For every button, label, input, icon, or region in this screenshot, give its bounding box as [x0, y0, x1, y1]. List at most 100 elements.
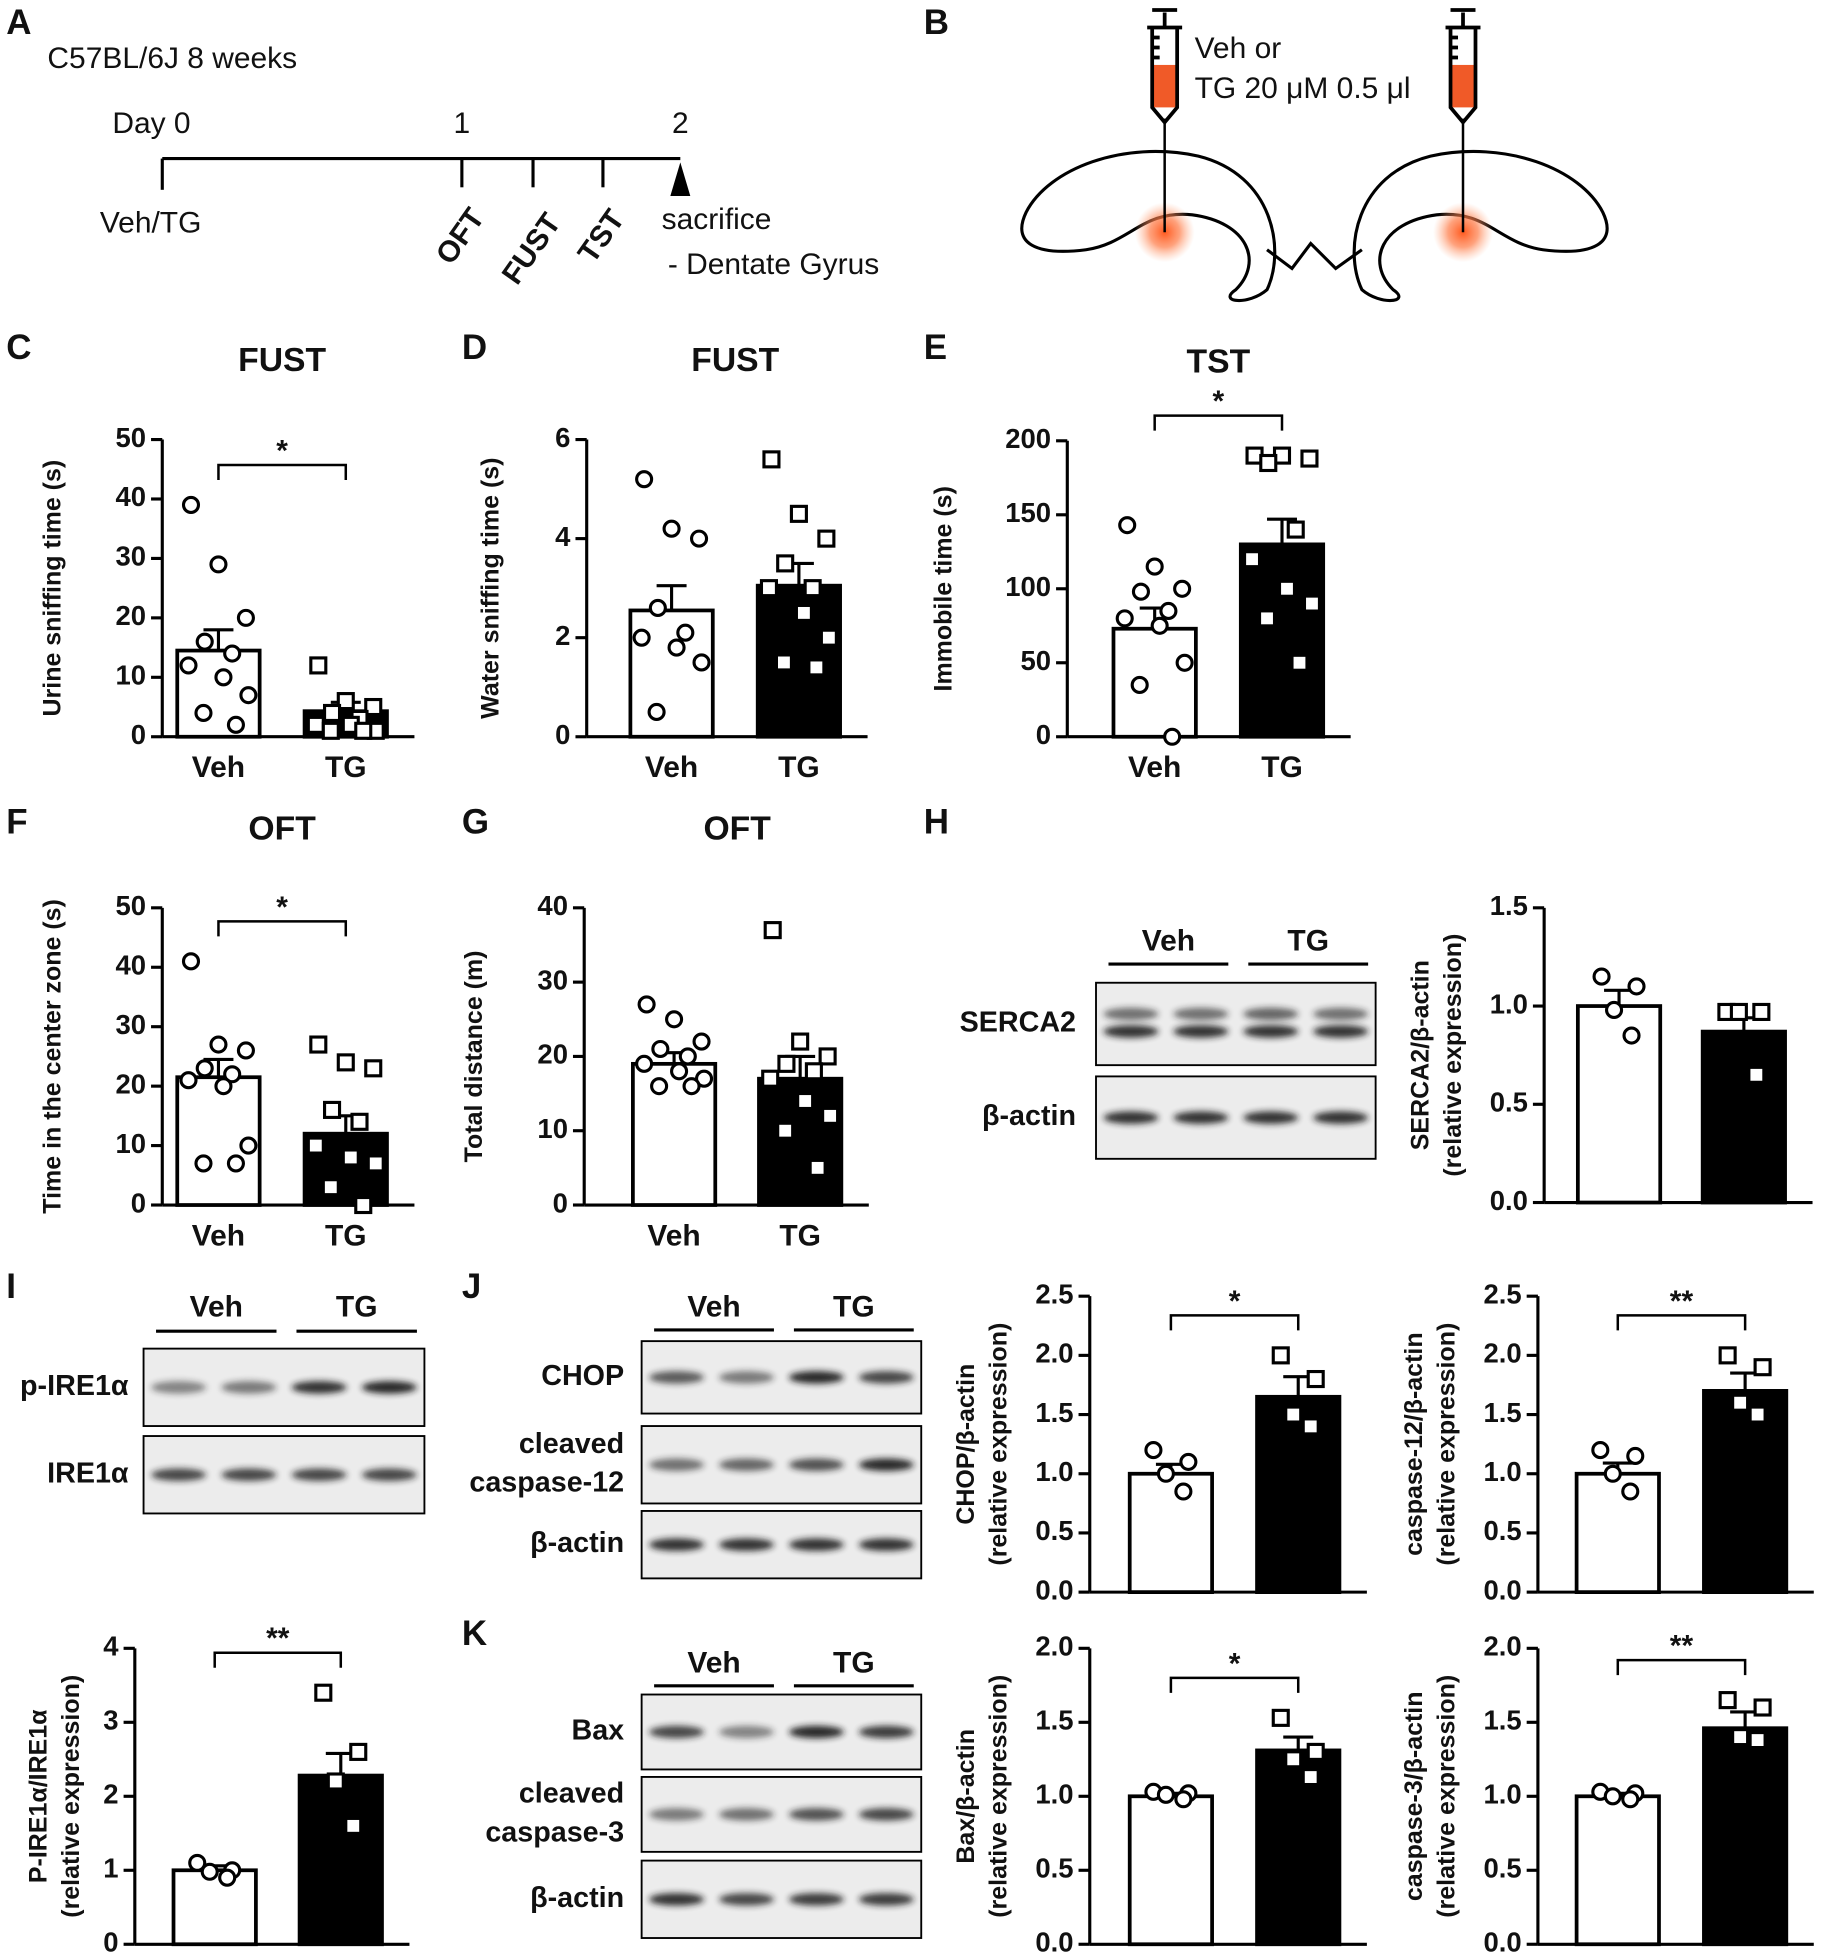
injection-text: TG 20 μM 0.5 μl: [1195, 72, 1411, 105]
error-bar: [1267, 517, 1297, 545]
significance-label: **: [266, 1622, 290, 1655]
band: [649, 1725, 705, 1739]
y-tick-label: 4: [555, 521, 571, 552]
y-tick-label: 2.5: [1484, 1278, 1522, 1309]
error-bar: [203, 1057, 234, 1078]
bar: [1127, 1471, 1214, 1594]
y-tick-label: 30: [116, 1009, 147, 1040]
data-point: [306, 1136, 325, 1155]
data-point: [678, 1047, 697, 1066]
band: [858, 1458, 914, 1471]
group-label: Veh: [1142, 925, 1195, 958]
data-point: [761, 1069, 780, 1088]
y-tick-label: 20: [116, 1068, 147, 1099]
y-tick-label: 1.0: [1490, 988, 1528, 1019]
y-tick-label: 50: [116, 890, 147, 921]
significance-bracket: [217, 463, 348, 480]
band: [151, 1381, 207, 1394]
data-point: [796, 1091, 815, 1111]
y-tick-label: 2: [103, 1779, 118, 1810]
row-label: cleaved: [519, 1428, 624, 1460]
y-tick-label: 0: [555, 719, 570, 750]
y-axis-label: CHOP/β-actin: [952, 1364, 980, 1525]
band: [649, 1538, 705, 1551]
band: [151, 1468, 207, 1481]
data-point: [689, 529, 709, 548]
y-axis-label: Total distance (m): [460, 951, 488, 1163]
y-tick-label: 0: [131, 1187, 146, 1218]
significance-label: **: [1670, 1630, 1694, 1663]
data-point: [1752, 1002, 1771, 1022]
data-point: [209, 1035, 228, 1054]
data-point: [179, 656, 198, 675]
data-point: [236, 1041, 255, 1060]
syringe-fluid: [1450, 64, 1476, 108]
data-point: [1627, 977, 1646, 996]
band: [291, 1468, 347, 1481]
data-point: [223, 1065, 242, 1084]
band: [1103, 1007, 1159, 1021]
y-tick-label: 0.0: [1035, 1574, 1073, 1605]
data-point: [1603, 1464, 1622, 1483]
data-point: [632, 628, 651, 647]
y-axis-label: SERCA2/β-actin: [1406, 960, 1434, 1150]
x-tick-label: Veh: [647, 1219, 700, 1252]
data-point: [676, 623, 695, 642]
data-point: [1301, 1768, 1320, 1787]
endpoint: sacrifice: [662, 203, 772, 236]
y-axis-label: Urine sniffing time (s): [38, 460, 66, 717]
data-point: [803, 579, 822, 598]
y-axis-label: caspase-12/β-actin: [1400, 1332, 1428, 1555]
y-tick-label: 0.5: [1484, 1853, 1522, 1884]
data-point: [309, 656, 328, 675]
band: [719, 1808, 774, 1821]
data-point: [354, 1195, 373, 1215]
data-point: [314, 1683, 333, 1702]
significance-label: *: [1229, 1647, 1241, 1680]
data-point: [791, 1032, 810, 1051]
row-label: SERCA2: [960, 1007, 1076, 1039]
error-bar: [1283, 1735, 1314, 1751]
data-point: [1731, 1728, 1750, 1747]
chart-title: TST: [1187, 342, 1251, 380]
y-tick-label: 2.0: [1484, 1631, 1522, 1662]
band: [291, 1381, 347, 1394]
panel-label: G: [462, 802, 489, 841]
data-point: [321, 721, 340, 740]
data-point: [1271, 1346, 1290, 1365]
y-tick-label: 3: [103, 1705, 118, 1736]
data-point: [1174, 1482, 1193, 1501]
band: [649, 1458, 705, 1471]
significance-label: **: [1670, 1285, 1694, 1318]
y-tick-label: 1.0: [1035, 1456, 1073, 1487]
data-point: [366, 1154, 385, 1173]
data-point: [223, 644, 242, 663]
bar: [297, 1773, 384, 1947]
significance-label: *: [276, 434, 288, 467]
syringe-fluid: [1152, 64, 1178, 108]
y-tick-label: 10: [116, 1128, 147, 1159]
band: [858, 1725, 914, 1739]
band: [221, 1468, 277, 1481]
panel-label: B: [924, 3, 949, 42]
panel-label: F: [6, 802, 27, 841]
data-point: [322, 1100, 342, 1119]
error-bar: [203, 628, 234, 651]
panel-label: C: [6, 328, 31, 367]
group-label: TG: [833, 1291, 875, 1324]
band: [719, 1371, 774, 1384]
data-point: [181, 495, 201, 514]
band: [1313, 1111, 1369, 1124]
data-point: [236, 608, 255, 627]
band: [719, 1538, 774, 1551]
band: [858, 1893, 914, 1906]
band: [649, 1893, 705, 1906]
data-point: [1284, 1750, 1303, 1769]
y-axis-label: (relative expression): [984, 1323, 1012, 1566]
significance-bracket: [1169, 1676, 1300, 1693]
data-point: [1747, 1065, 1766, 1084]
data-point: [1301, 1417, 1320, 1436]
data-point: [1306, 1369, 1325, 1389]
data-point: [1145, 557, 1164, 576]
